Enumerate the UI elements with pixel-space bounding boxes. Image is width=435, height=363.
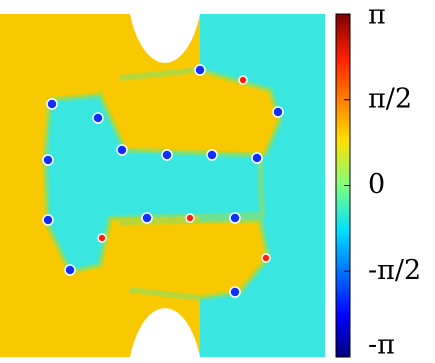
colorbar-tick-label: π/2 bbox=[368, 83, 412, 114]
colorbar-tick-label: -π/2 bbox=[368, 255, 421, 286]
colorbar-tick-label: -π bbox=[368, 330, 395, 361]
colorbar-tick-label: 0 bbox=[368, 169, 385, 200]
colorbar-tick-label: π bbox=[368, 0, 386, 31]
phase-field bbox=[0, 14, 325, 357]
